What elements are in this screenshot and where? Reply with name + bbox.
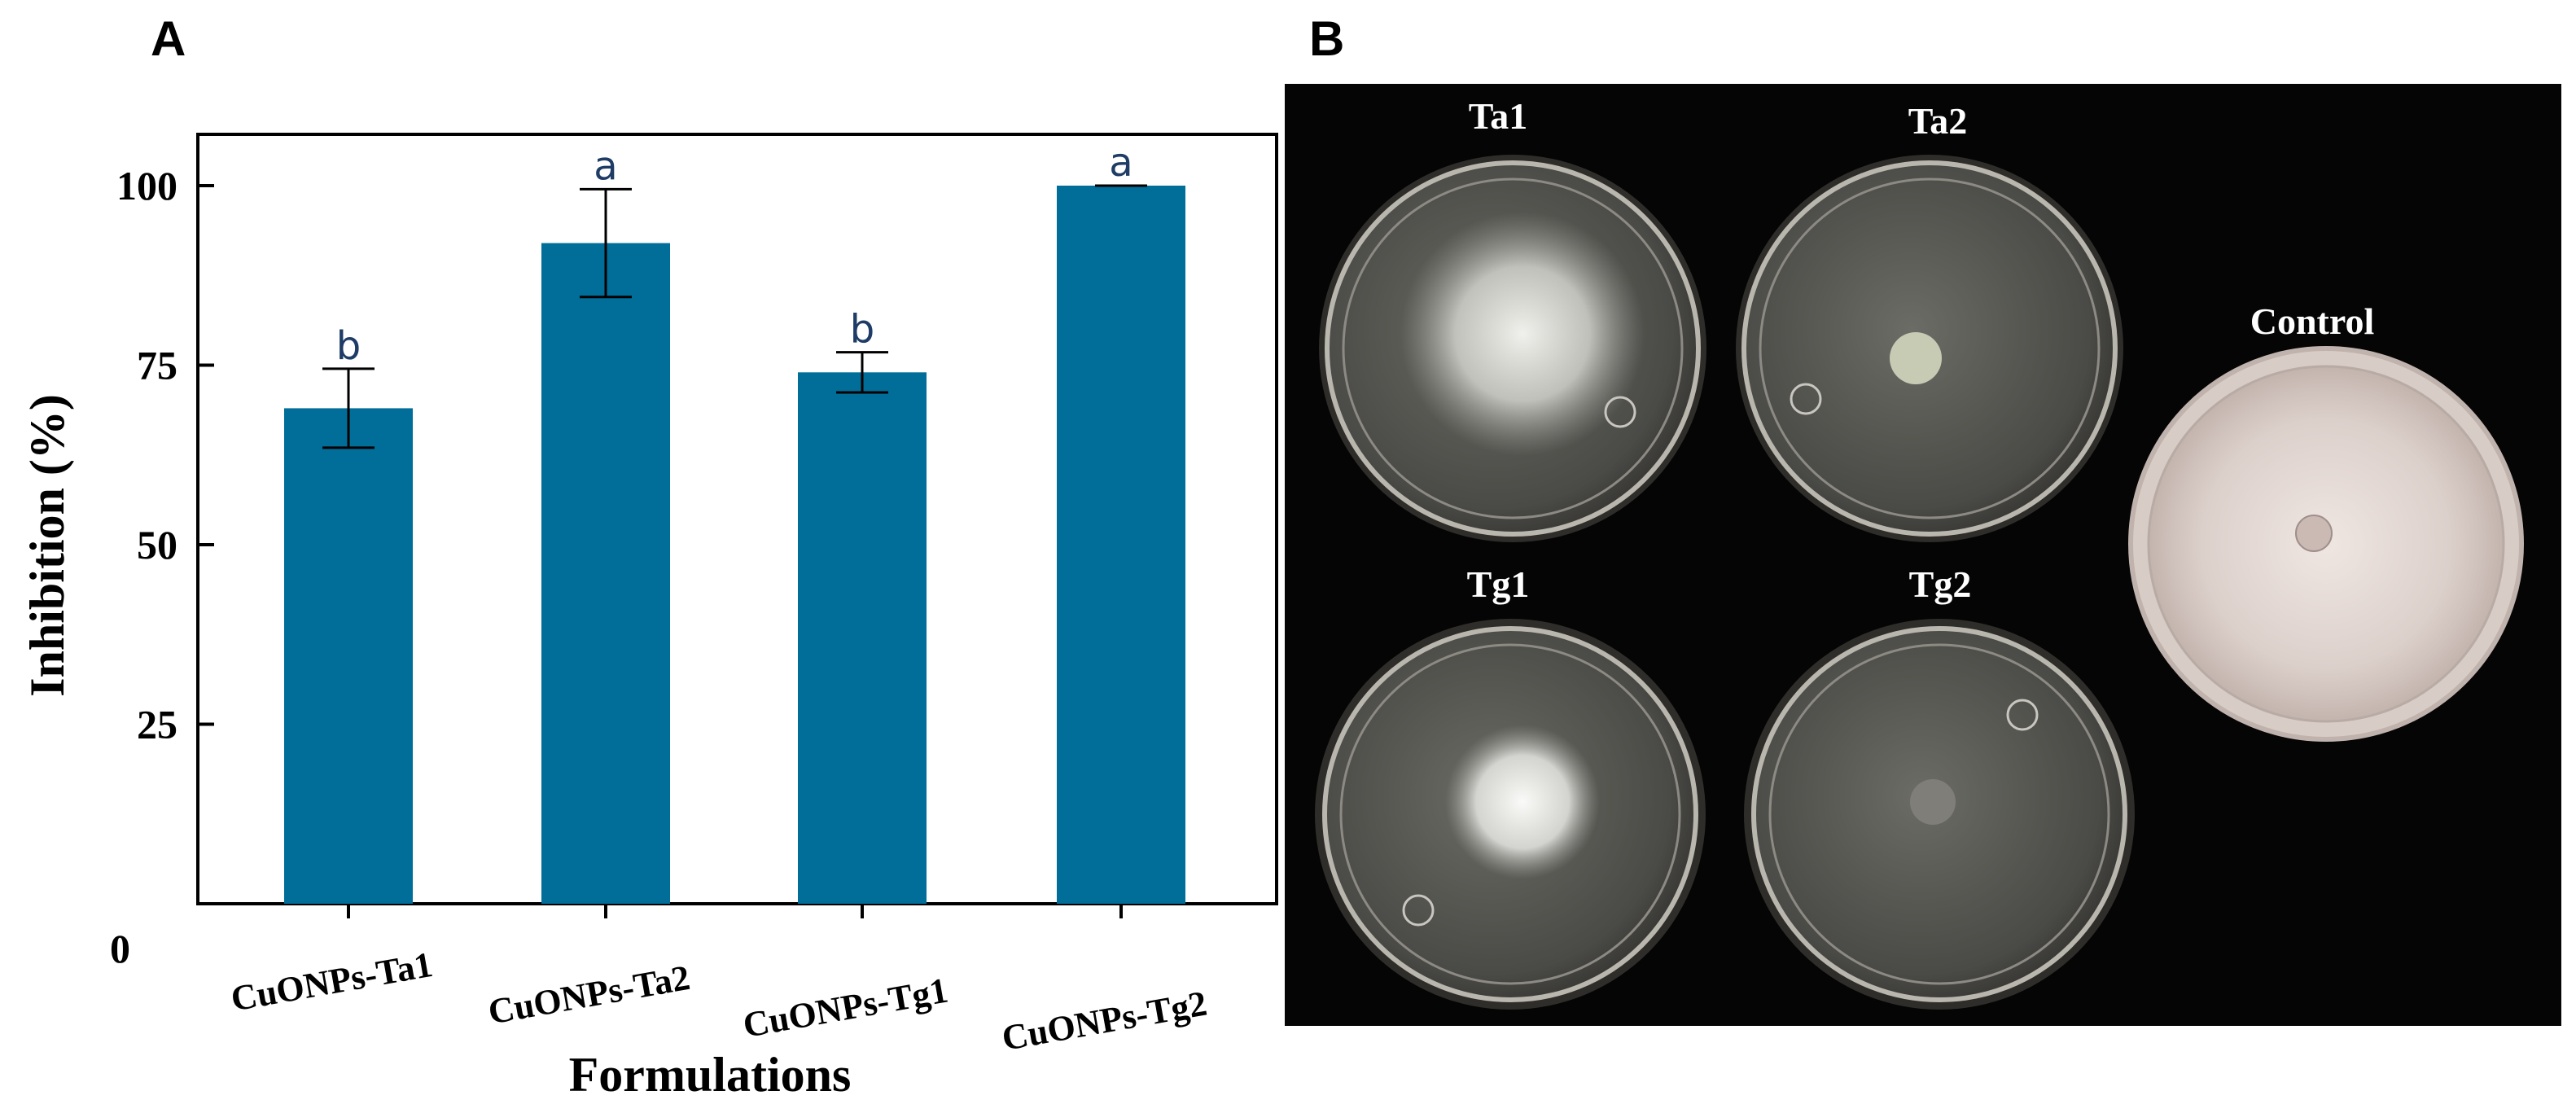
plate-ta1: Ta1 xyxy=(1319,95,1706,542)
bar-cuonps-tg2 xyxy=(1057,186,1185,904)
plate-label-ta2: Ta2 xyxy=(1908,100,1967,142)
plate-tg2: Tg2 xyxy=(1744,563,2135,1010)
bar-cuonps-tg1 xyxy=(798,372,927,904)
y-axis-title: Inhibition (%) xyxy=(20,394,74,697)
plot-frame xyxy=(196,133,1278,905)
y-ticks: 25 50 75 100 xyxy=(116,163,214,747)
y-tick-label-3: 100 xyxy=(116,163,177,208)
y-axis: 25 50 75 100 0 xyxy=(110,163,214,971)
significance-letter-cuonps-ta1: b xyxy=(336,323,361,369)
panel-letter-b: B xyxy=(1309,11,1344,66)
bar-cuonps-ta2 xyxy=(541,243,670,904)
x-tick-label-cuonps-ta2: CuONPs-Ta2 xyxy=(485,957,693,1032)
significance-letter-cuonps-tg1: b xyxy=(850,307,874,353)
y-tick-label-1: 50 xyxy=(137,522,177,567)
y-tick-label-0: 25 xyxy=(137,702,177,747)
x-tick-label-cuonps-tg1: CuONPs-Tg1 xyxy=(740,971,951,1045)
bar-cuonps-ta1 xyxy=(284,408,413,904)
significance-letter-cuonps-tg2: a xyxy=(1109,140,1132,186)
y-tick-label-2: 75 xyxy=(137,343,177,388)
x-tick-label-cuonps-tg2: CuONPs-Tg2 xyxy=(999,984,1210,1058)
error-bar-cuonps-ta2 xyxy=(580,187,632,299)
significance-letter-cuonps-ta2: a xyxy=(594,143,617,189)
plate-control: Control xyxy=(2128,300,2524,742)
plate-label-control: Control xyxy=(2250,300,2375,342)
error-bar-cuonps-ta1 xyxy=(322,367,375,449)
x-axis-title: Formulations xyxy=(569,1048,852,1102)
x-tick-labels: CuONPs-Ta1 CuONPs-Ta2 CuONPs-Tg1 CuONPs-Tg2 xyxy=(228,944,1210,1058)
plate-tg1: Tg1 xyxy=(1315,563,1706,1010)
x-tick-label-cuonps-ta1: CuONPs-Ta1 xyxy=(228,944,436,1019)
panel-letter-a: A xyxy=(151,11,186,66)
plate-label-tg1: Tg1 xyxy=(1467,563,1530,605)
plate-label-tg2: Tg2 xyxy=(1909,563,1972,605)
error-bar-cuonps-tg1 xyxy=(836,351,888,394)
bars xyxy=(284,186,1185,904)
y-zero-label: 0 xyxy=(110,926,130,971)
plate-ta2: Ta2 xyxy=(1736,100,2123,542)
petri-photo: Ta1 Ta2 Tg1 Tg2 xyxy=(1285,84,2561,1026)
plate-label-ta1: Ta1 xyxy=(1469,95,1527,137)
x-ticks xyxy=(347,904,1123,918)
error-bars xyxy=(322,184,1147,449)
significance-letters: b a b a xyxy=(336,140,1133,369)
